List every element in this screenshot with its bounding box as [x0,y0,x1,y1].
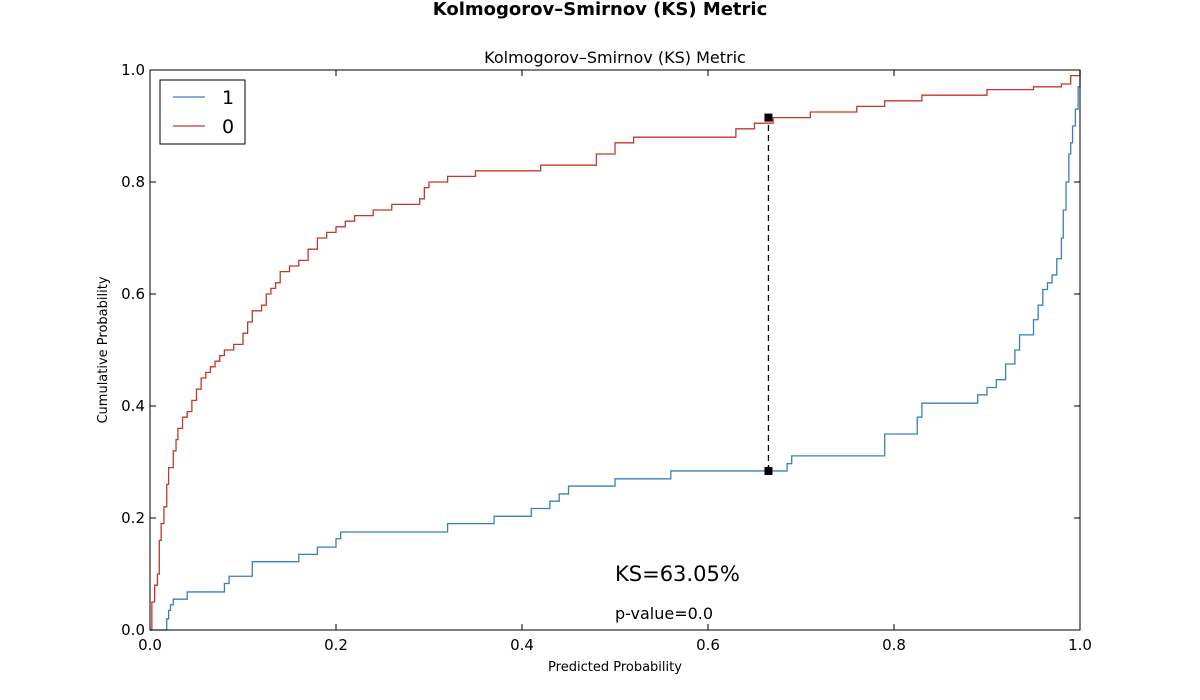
plot-title: Kolmogorov–Smirnov (KS) Metric [484,48,746,67]
x-tick-label: 0.6 [696,636,720,654]
y-tick-label: 0.6 [121,285,145,303]
x-tick-label: 1.0 [1068,636,1092,654]
p-value-annotation: p-value=0.0 [615,604,713,623]
x-tick-label: 0.2 [324,636,348,654]
x-axis-label: Predicted Probability [548,660,682,675]
y-tick-label: 1.0 [121,61,145,79]
legend-label-1: 1 [222,87,234,109]
legend-label-0: 0 [222,116,234,138]
y-tick-label: 0.2 [121,509,145,527]
y-tick-label: 0.4 [121,397,145,415]
figure-suptitle: Kolmogorov–Smirnov (KS) Metric [433,0,768,20]
y-tick-label: 0.0 [121,621,145,639]
ks-marker-low [764,466,773,475]
y-tick-label: 0.8 [121,173,145,191]
ks-distance-layer [764,113,773,475]
series-line-0 [150,70,1081,631]
x-axis-ticks: 0.0 0.2 0.4 0.6 0.8 1.0 [138,70,1092,654]
legend: 10 [159,79,246,145]
y-axis-label: Cumulative Probability [96,276,111,423]
legend-box [159,79,246,145]
x-tick-label: 0.4 [510,636,534,654]
ks-marker-high [764,113,773,122]
series-line-1 [150,70,1081,631]
plot-frame [149,69,1081,631]
ks-value-annotation: KS=63.05% [615,562,740,586]
x-tick-label: 0.0 [138,636,162,654]
y-axis-ticks: 0.0 0.2 0.4 0.6 0.8 1.0 [121,61,1080,639]
series-layer [150,70,1081,631]
x-tick-label: 0.8 [882,636,906,654]
